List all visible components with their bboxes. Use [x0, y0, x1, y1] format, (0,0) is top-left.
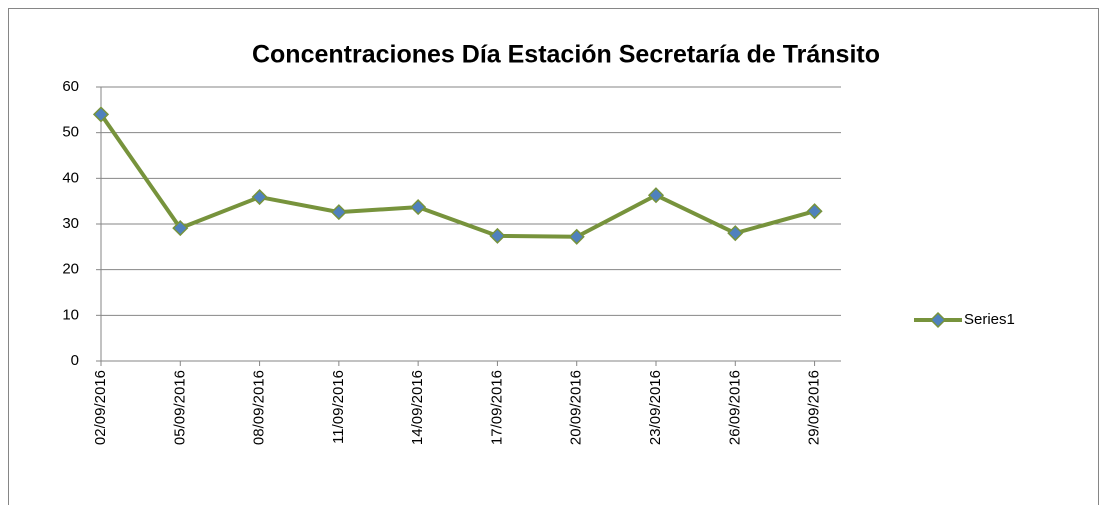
- y-tick-label: 20: [62, 261, 79, 278]
- legend-marker: [929, 311, 947, 329]
- chart-title: Concentraciones Día Estación Secretaría …: [252, 41, 880, 69]
- data-point: [727, 225, 744, 242]
- x-tick-label: 17/09/2016: [488, 370, 505, 445]
- x-tick-label: 20/09/2016: [568, 370, 585, 445]
- chart-frame: [8, 8, 1099, 505]
- y-tick-label: 50: [62, 124, 79, 141]
- legend-label: Series1: [964, 311, 1015, 328]
- x-tick-label: 23/09/2016: [647, 370, 664, 445]
- data-point: [489, 227, 506, 244]
- data-point: [568, 228, 585, 245]
- y-tick-label: 10: [62, 306, 79, 323]
- data-point: [806, 203, 823, 220]
- data-point: [410, 199, 427, 216]
- x-tick-label: 08/09/2016: [251, 370, 268, 445]
- data-point: [647, 187, 665, 204]
- y-tick-label: 0: [71, 352, 79, 369]
- series-line: [99, 113, 816, 239]
- data-point: [251, 188, 268, 206]
- x-tick-label: 02/09/2016: [92, 370, 109, 445]
- x-tick-label: 26/09/2016: [726, 370, 743, 445]
- y-tick-label: 60: [62, 78, 79, 95]
- data-point: [172, 220, 189, 237]
- data-point: [330, 204, 347, 221]
- y-tick-label: 30: [62, 215, 79, 232]
- y-tick-label: 40: [62, 169, 79, 186]
- x-tick-label: 11/09/2016: [330, 370, 347, 444]
- x-tick-label: 05/09/2016: [171, 370, 188, 445]
- x-tick-label: 14/09/2016: [409, 370, 426, 445]
- x-tick-label: 29/09/2016: [806, 370, 823, 445]
- data-point: [92, 106, 110, 123]
